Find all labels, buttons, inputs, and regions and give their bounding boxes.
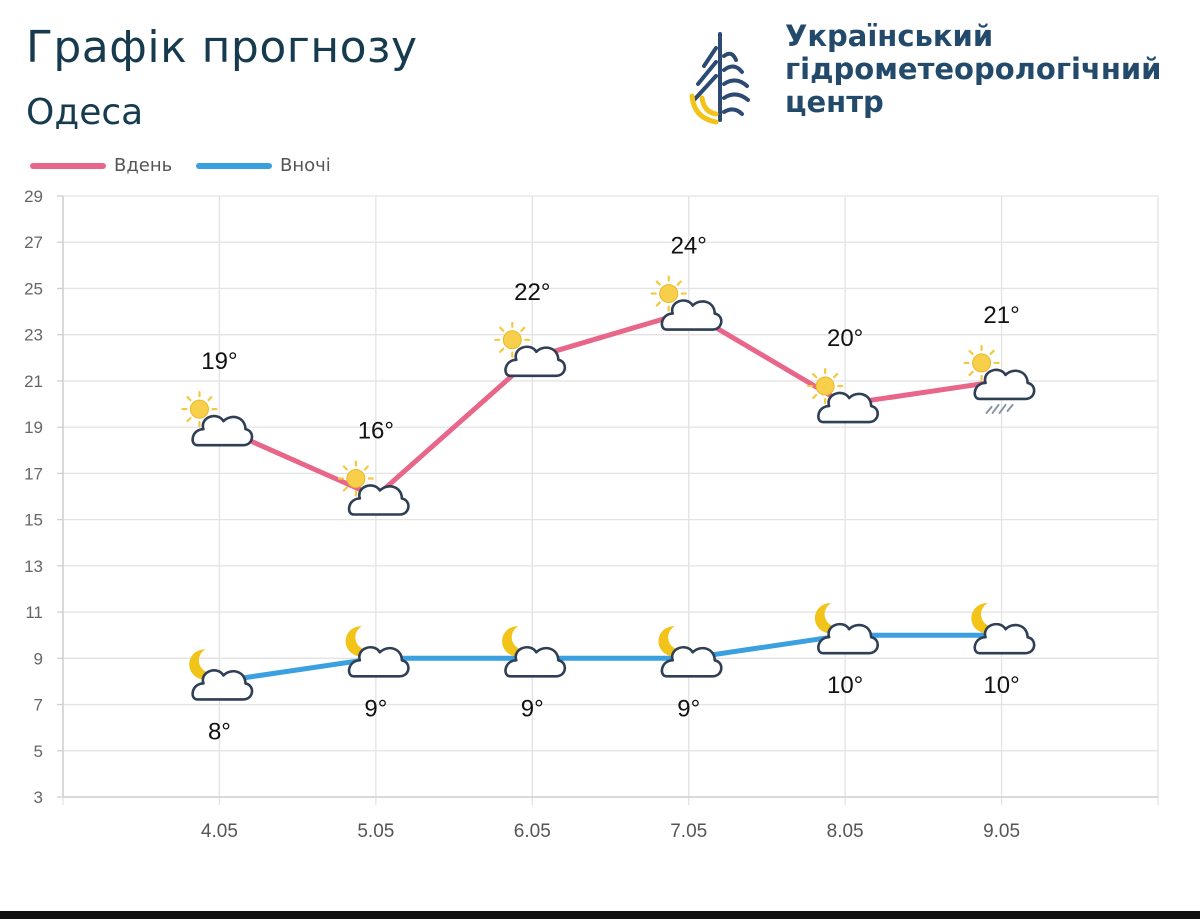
org-name-line-1: Український — [785, 19, 994, 53]
legend-swatch-night — [196, 162, 272, 169]
y-tick-label: 7 — [34, 696, 43, 715]
night-value-label: 8° — [208, 718, 231, 745]
x-tick-label: 9.05 — [983, 821, 1020, 842]
ugmc-logo-icon — [689, 32, 750, 125]
weather-icon-moon-cloud — [658, 626, 723, 678]
legend-item-night[interactable]: Вночі — [196, 155, 331, 176]
night-value-label: 10° — [827, 672, 863, 699]
day-value-label: 19° — [201, 348, 237, 375]
night-value-label: 9° — [521, 695, 544, 722]
night-value-label: 9° — [677, 695, 700, 722]
legend-label-day: Вдень — [114, 155, 173, 176]
weather-icon-moon-cloud — [971, 603, 1036, 655]
day-series-line — [216, 309, 1005, 499]
y-tick-label: 25 — [24, 279, 43, 298]
weather-icon-sun-cloud — [494, 321, 567, 378]
y-tick-label: 27 — [24, 233, 43, 252]
weather-icon-moon-cloud — [814, 603, 880, 655]
day-value-label: 16° — [358, 418, 394, 445]
weather-icon-sun-cloud — [650, 275, 723, 331]
cloud-icon — [504, 345, 567, 378]
x-tick-label: 7.05 — [670, 821, 707, 842]
weather-icon-moon-cloud — [502, 626, 567, 678]
day-value-label: 24° — [671, 233, 707, 260]
org-name-line-3: центр — [785, 85, 884, 119]
y-tick-label: 11 — [25, 603, 43, 622]
night-value-label: 10° — [983, 672, 1019, 699]
rain-icon — [985, 403, 1014, 414]
y-tick-label: 19 — [24, 418, 43, 437]
y-tick-label: 9 — [34, 649, 43, 668]
cloud-icon — [973, 368, 1036, 401]
y-tick-label: 29 — [24, 187, 43, 206]
day-value-label: 21° — [983, 302, 1019, 329]
bottom-bar — [0, 911, 1200, 919]
y-tick-label: 5 — [34, 742, 43, 761]
weather-icon-moon-cloud — [345, 626, 410, 678]
x-tick-label: 4.05 — [201, 821, 238, 842]
y-tick-label: 17 — [24, 464, 43, 483]
y-tick-label: 15 — [24, 511, 43, 530]
org-name: Український гідрометеорологічний центр — [785, 20, 1162, 119]
weather-icon-sun-cloud — [337, 460, 410, 516]
legend-swatch-day — [30, 162, 106, 169]
y-tick-label: 21 — [24, 372, 43, 391]
night-value-label: 9° — [364, 695, 387, 722]
legend-label-night: Вночі — [280, 155, 331, 176]
y-tick-label: 3 — [34, 788, 43, 807]
x-tick-label: 8.05 — [827, 821, 864, 842]
y-tick-label: 23 — [24, 326, 43, 345]
chart-title: Графік прогнозу — [26, 22, 418, 73]
day-value-label: 22° — [514, 279, 550, 306]
legend-item-day[interactable]: Вдень — [30, 155, 172, 176]
cloud-icon — [191, 414, 254, 447]
weather-icon-sun-cloud — [181, 391, 254, 447]
cloud-icon — [660, 299, 723, 331]
city-name: Одеса — [26, 92, 144, 133]
y-tick-label: 13 — [24, 557, 43, 576]
weather-icon-sun-cloud — [807, 367, 880, 424]
day-value-label: 20° — [827, 325, 863, 352]
weather-icon-sun-cloud-rain — [963, 344, 1036, 414]
cloud-icon — [817, 391, 880, 424]
x-tick-label: 5.05 — [357, 821, 394, 842]
org-name-line-2: гідрометеорологічний — [785, 52, 1162, 86]
weather-icon-moon-cloud — [189, 649, 254, 701]
x-tick-label: 6.05 — [514, 821, 551, 842]
